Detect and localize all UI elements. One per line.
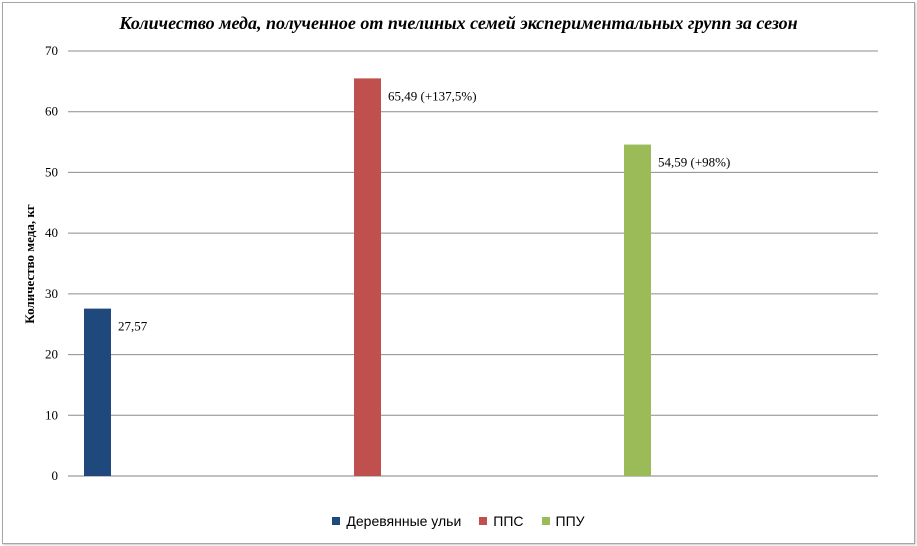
y-axis-label: Количество меда, кг — [22, 204, 37, 324]
y-tick-label: 0 — [52, 468, 59, 483]
legend-swatch — [479, 517, 488, 525]
legend-label: ППУ — [555, 513, 585, 529]
bar — [84, 308, 111, 476]
chart-title: Количество меда, полученное от пчелиных … — [119, 13, 798, 33]
y-tick-label: 60 — [45, 104, 58, 119]
y-tick-labels: 0 10 20 30 40 50 60 70 — [45, 43, 58, 483]
legend-item: ППС — [479, 513, 524, 529]
bars — [84, 78, 651, 476]
y-tick-label: 50 — [45, 164, 58, 179]
bar — [354, 78, 381, 476]
data-label: 54,59 (+98%) — [658, 155, 730, 170]
legend-label: ППС — [493, 513, 524, 529]
legend-label: Деревянные ульи — [346, 513, 462, 529]
legend-swatch — [541, 517, 550, 525]
y-tick-label: 20 — [45, 347, 58, 362]
y-tick-label: 30 — [45, 286, 58, 301]
y-tick-label: 10 — [45, 407, 58, 422]
bar — [624, 144, 651, 476]
legend-item: ППУ — [541, 513, 585, 529]
legend: Деревянные ульи ППС ППУ — [0, 513, 917, 529]
data-label: 27,57 — [118, 319, 148, 334]
data-labels: 27,57 65,49 (+137,5%) 54,59 (+98%) — [118, 88, 730, 333]
legend-swatch — [332, 517, 341, 525]
gridlines — [68, 50, 878, 477]
legend-item: Деревянные ульи — [332, 513, 461, 529]
data-label: 65,49 (+137,5%) — [388, 88, 477, 103]
y-tick-label: 40 — [45, 225, 58, 240]
y-tick-label: 70 — [45, 43, 58, 58]
